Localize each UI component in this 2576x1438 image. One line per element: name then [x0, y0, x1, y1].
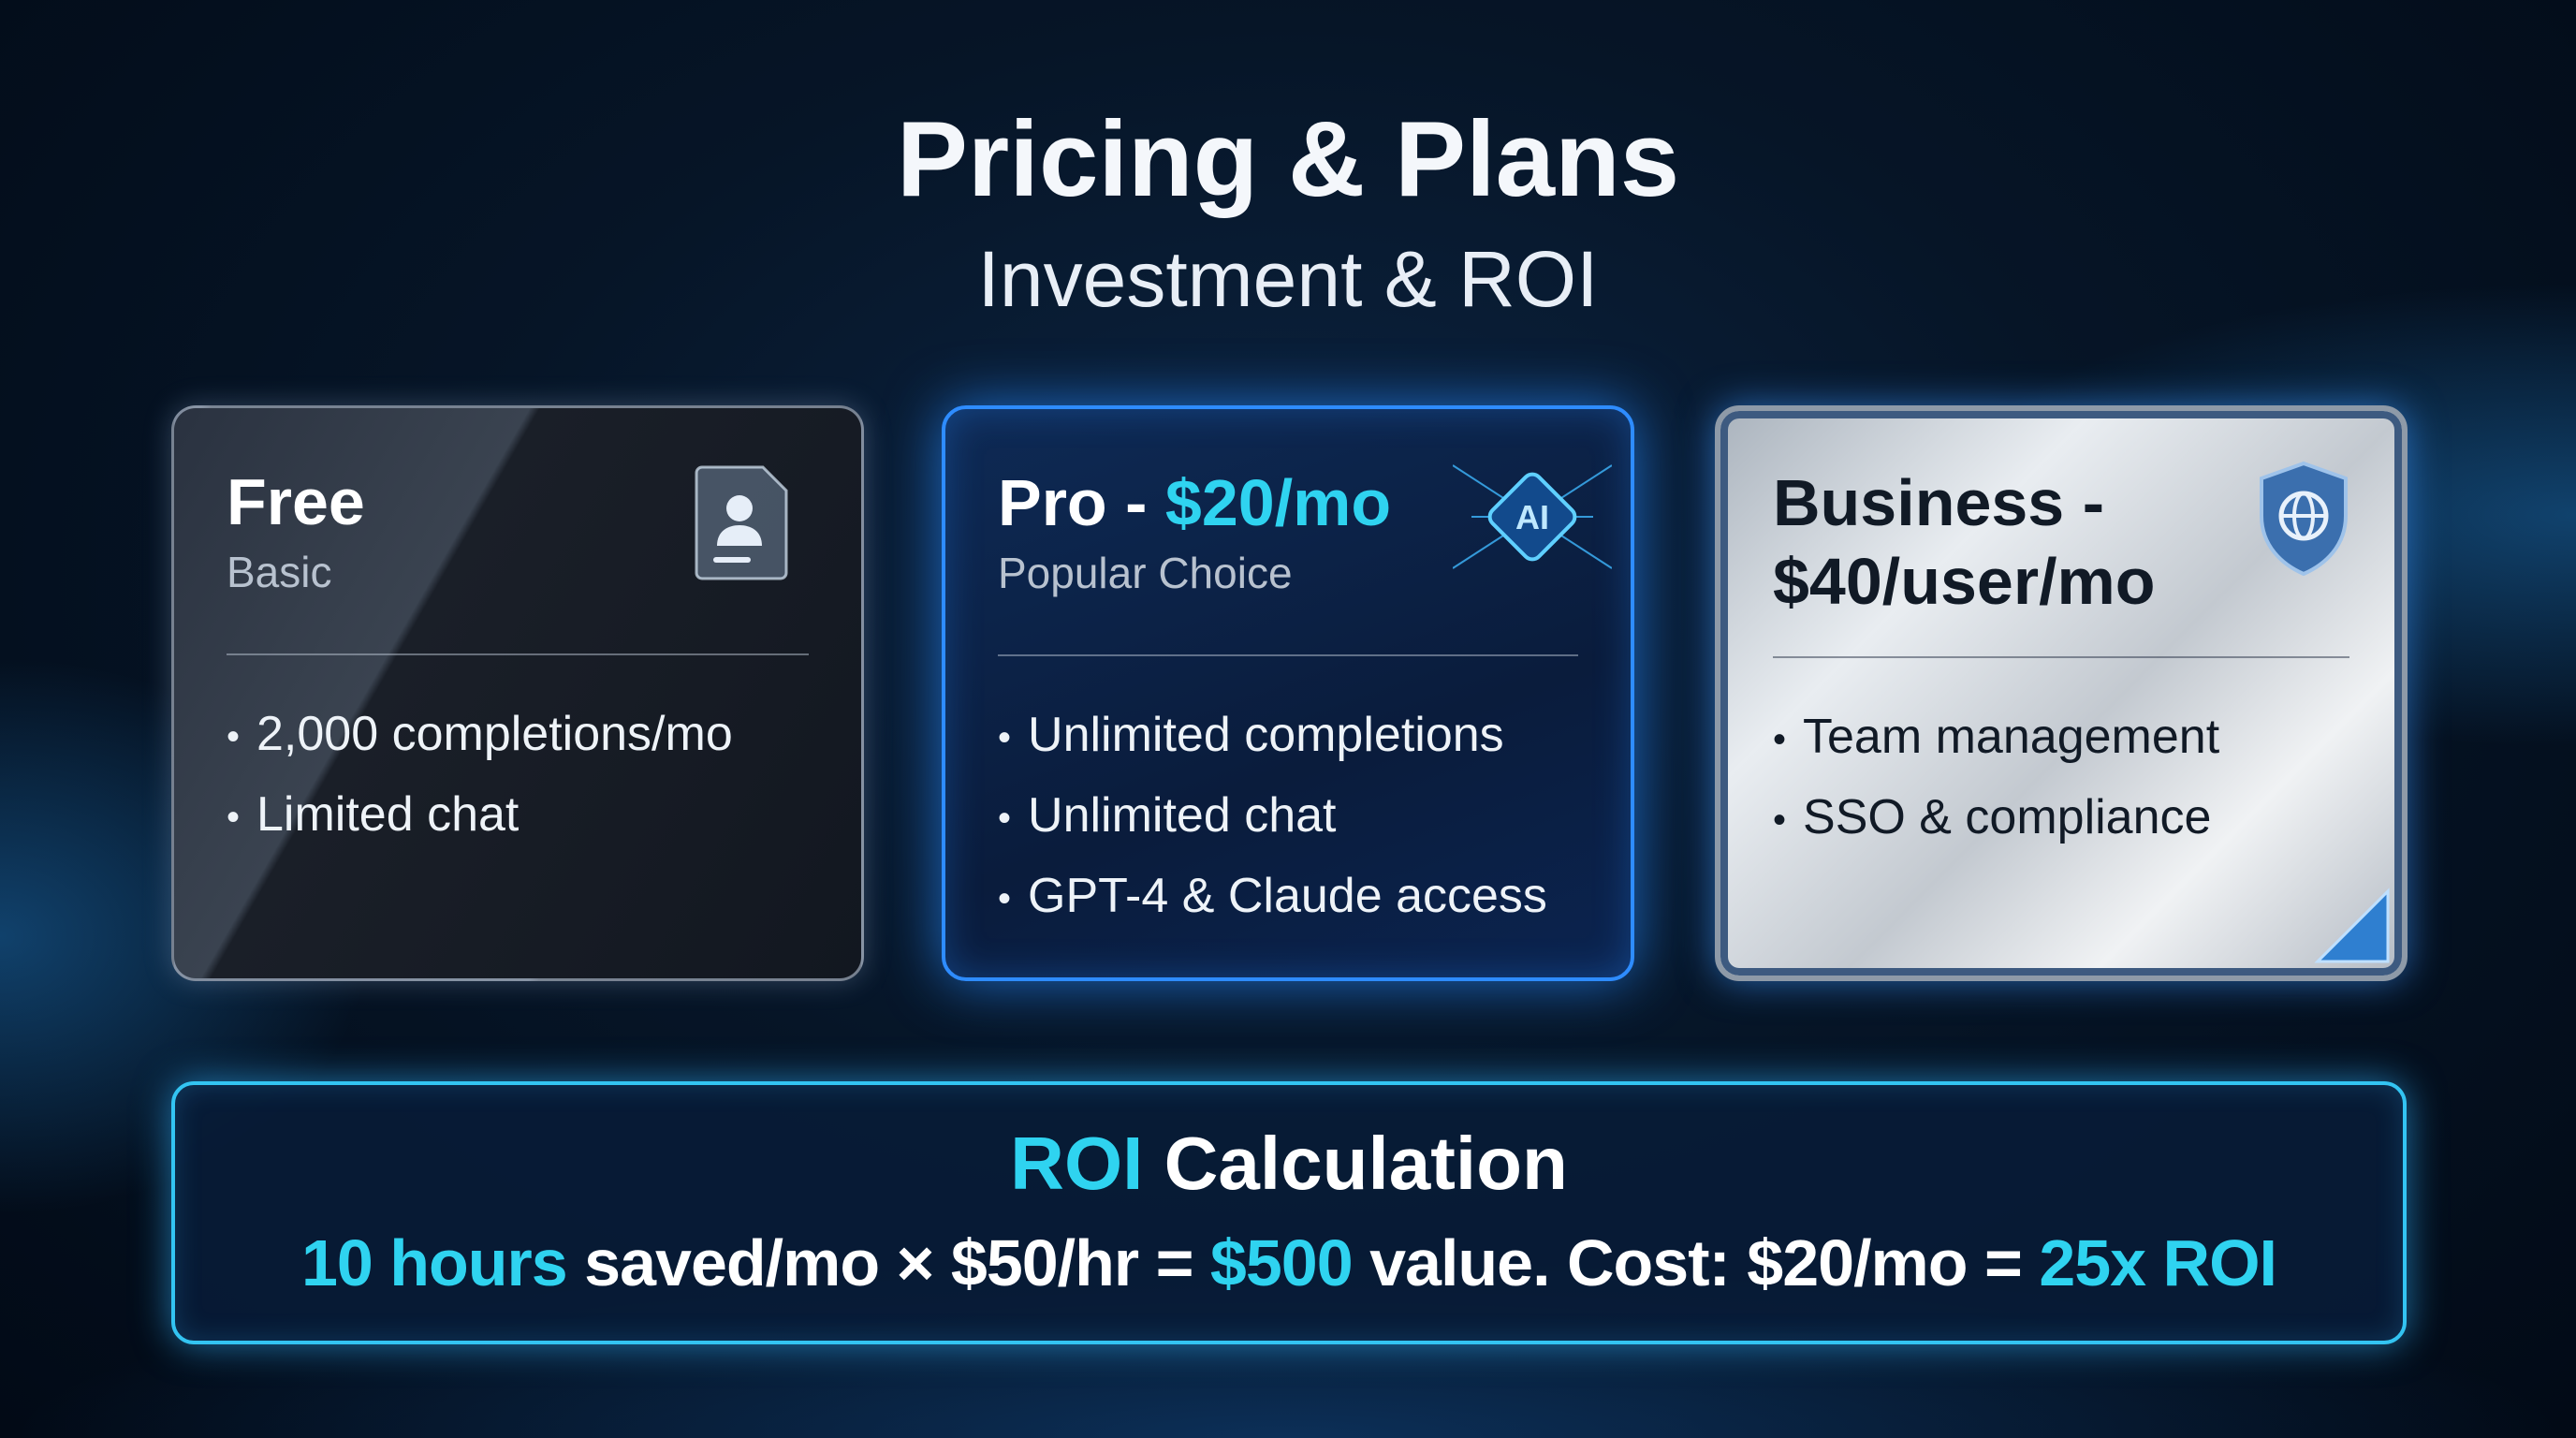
feature-item: Team management — [1773, 697, 2219, 777]
roi-title-rest: Calculation — [1143, 1122, 1568, 1205]
plan-subtitle: Basic — [227, 548, 332, 596]
roi-hours: 10 hours — [300, 1226, 568, 1299]
page-title: Pricing & Plans — [896, 100, 1680, 219]
feature-item: 2,000 completions/mo — [227, 694, 733, 774]
plan-card-business[interactable]: Business -$40/user/mo Team management SS… — [1715, 405, 2408, 981]
plan-price: $20/mo — [1164, 466, 1392, 539]
feature-list: 2,000 completions/mo Limited chat — [227, 694, 733, 855]
feature-item: Limited chat — [227, 774, 733, 855]
ai-chip-icon: AI — [1453, 464, 1612, 569]
plan-price: $40/user/mo — [1773, 545, 2156, 618]
feature-item: GPT-4 & Claude access — [998, 856, 1547, 936]
ai-chip-label: AI — [1515, 498, 1549, 536]
roi-result: 25x ROI — [2039, 1226, 2277, 1299]
roi-title: ROI Calculation — [175, 1121, 2403, 1207]
plan-card-free[interactable]: Free Basic 2,000 completions/mo Limited … — [171, 405, 864, 981]
plan-name-label: Business - — [1773, 466, 2104, 539]
corner-accent-icon — [2314, 888, 2390, 963]
feature-list: Unlimited completions Unlimited chat GPT… — [998, 695, 1547, 936]
roi-calculation-panel: ROI Calculation 10 hours saved/mo × $50/… — [171, 1081, 2407, 1344]
plan-subtitle: Popular Choice — [998, 549, 1293, 597]
user-document-icon — [695, 465, 788, 580]
plan-card-pro[interactable]: Pro - $20/mo Popular Choice AI Unlimited… — [942, 405, 1634, 981]
roi-title-accent: ROI — [1010, 1122, 1144, 1205]
feature-item: Unlimited completions — [998, 695, 1547, 775]
feature-item: Unlimited chat — [998, 775, 1547, 856]
plan-name: Pro - $20/mo — [998, 465, 1578, 606]
plan-name-label: Pro - — [998, 466, 1165, 539]
shield-globe-icon — [2260, 461, 2348, 577]
page-subtitle: Investment & ROI — [977, 235, 1599, 323]
divider — [998, 654, 1578, 656]
feature-list: Team management SSO & compliance — [1773, 697, 2219, 858]
roi-text: saved/mo × $50/hr = — [566, 1226, 1210, 1299]
roi-formula: 10 hours saved/mo × $50/hr = $500 value.… — [175, 1225, 2403, 1300]
feature-item: SSO & compliance — [1773, 777, 2219, 858]
divider — [1773, 656, 2349, 658]
plan-name: Business - $40/user/mo — [1773, 463, 2349, 618]
divider — [227, 653, 809, 655]
roi-text: value. Cost: $20/mo = — [1352, 1226, 2040, 1299]
plan-name: Free — [227, 465, 365, 538]
roi-value: $500 — [1209, 1226, 1354, 1299]
